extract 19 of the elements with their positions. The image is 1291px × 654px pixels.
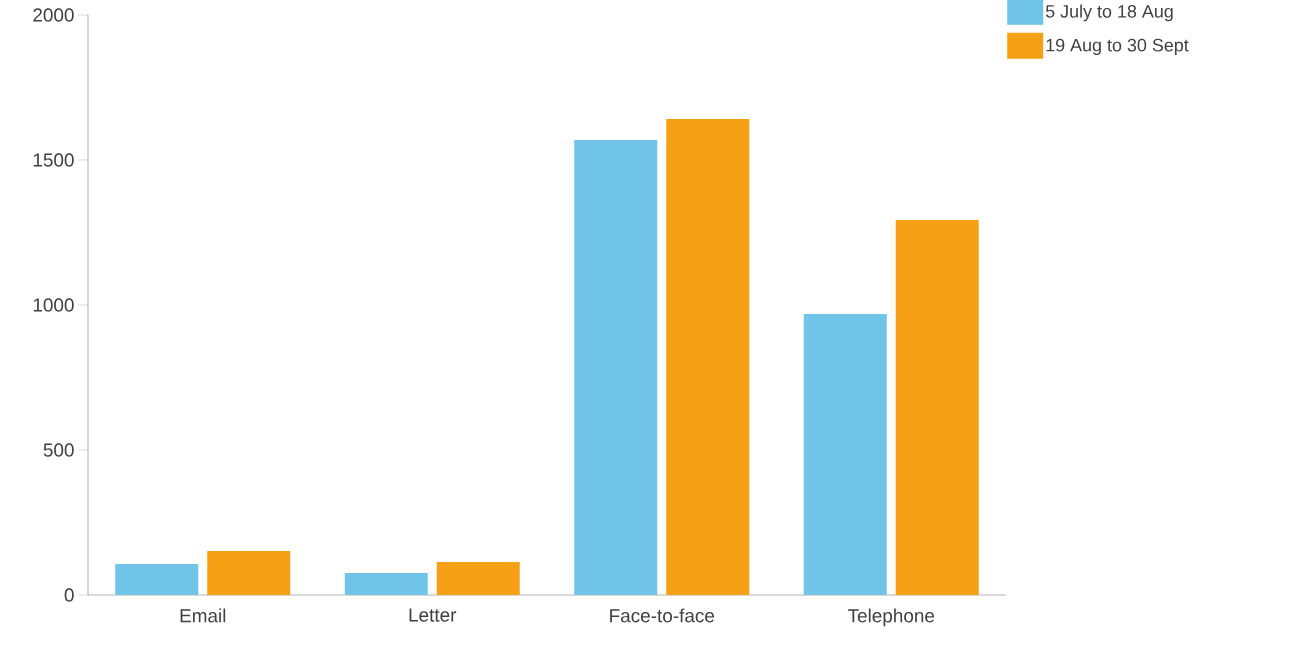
bar [666,119,750,595]
x-tick-label: Face-to-face [610,608,715,623]
legend-label: 5 July to 18 Aug [1045,4,1173,22]
y-tick-label: 0 [64,588,74,602]
bar [344,572,428,595]
bar [574,139,658,595]
y-tick-label: 500 [43,443,74,457]
x-tick-label: Telephone [848,608,935,627]
bar [115,563,199,595]
y-tick-label: 1500 [33,153,74,167]
y-tick-label: 1000 [33,298,74,312]
legend-label: 19 Aug to 30 Sept [1046,38,1189,56]
x-tick-label: Email [180,608,226,623]
y-tick-label: 2000 [33,8,74,22]
bar [436,561,520,595]
bar [803,313,887,595]
x-tick-label: Letter [409,608,457,622]
bar [207,550,291,595]
bar [895,220,979,595]
